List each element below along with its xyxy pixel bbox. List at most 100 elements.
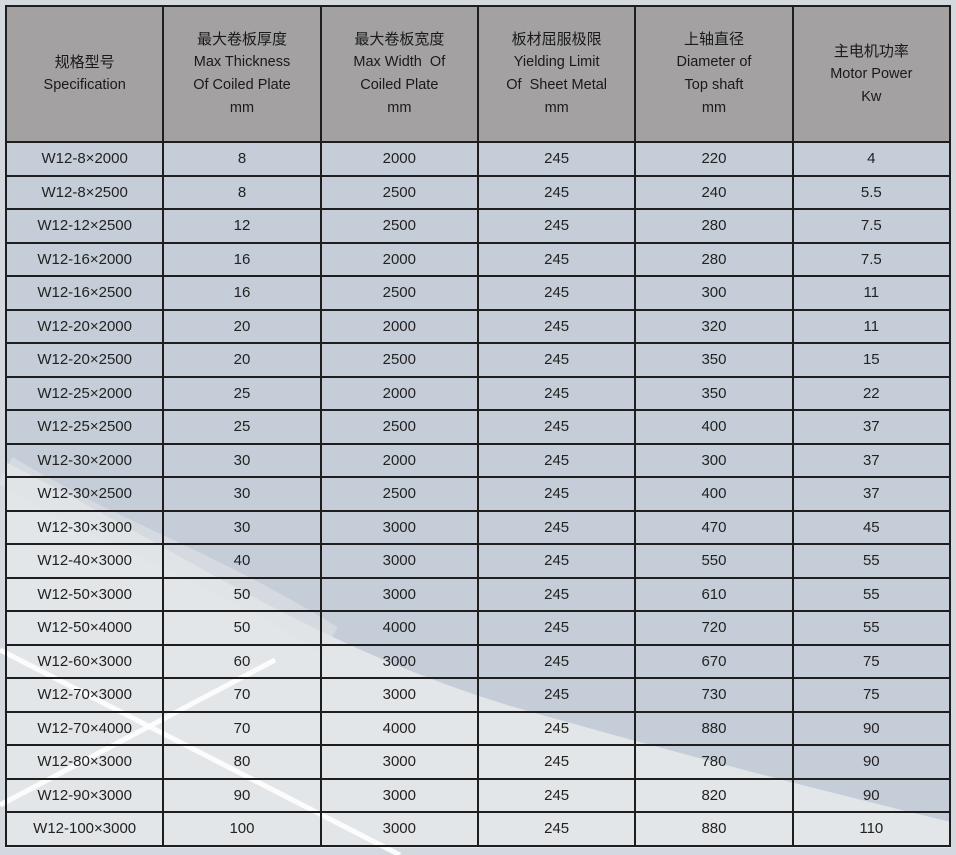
- column-header: 主电机功率 Motor Power Kw: [791, 5, 952, 143]
- header-en: Top shaft: [684, 77, 744, 93]
- table-cell: 245: [476, 777, 637, 813]
- table-cell: 880: [634, 811, 794, 847]
- header-en: Of Sheet Metal: [506, 77, 608, 93]
- table-row: W12-100×3000 100 3000 245 880 110: [4, 811, 952, 847]
- table-cell: W12-80×3000: [4, 744, 165, 780]
- table-cell: 245: [476, 275, 637, 311]
- table-cell: 70: [162, 710, 322, 746]
- table-cell: 245: [476, 610, 637, 646]
- table-cell: 240: [634, 174, 794, 210]
- table-row: W12-30×2000 30 2000 245 300 37: [4, 442, 952, 478]
- table-cell: 50: [162, 576, 322, 612]
- table-cell: 400: [634, 409, 794, 445]
- header-en: Specification: [43, 77, 126, 93]
- table-cell: 720: [634, 610, 794, 646]
- table-row: W12-16×2000 16 2000 245 280 7.5: [4, 241, 952, 277]
- table-cell: 22: [791, 375, 952, 411]
- table-cell: 245: [476, 141, 637, 177]
- table-cell: 37: [791, 409, 952, 445]
- table-row: W12-50×3000 50 3000 245 610 55: [4, 576, 952, 612]
- table-cell: 110: [791, 811, 952, 847]
- table-cell: 30: [162, 476, 322, 512]
- header-cn: 最大卷板宽度: [354, 31, 445, 48]
- header-en: Of Coiled Plate: [193, 77, 291, 93]
- table-cell: W12-50×4000: [4, 610, 165, 646]
- table-cell: 60: [162, 643, 322, 679]
- table-cell: 4: [791, 141, 952, 177]
- table-row: W12-70×3000 70 3000 245 730 75: [4, 677, 952, 713]
- table-cell: 80: [162, 744, 322, 780]
- table-cell: 245: [476, 442, 637, 478]
- table-cell: 90: [791, 777, 952, 813]
- table-cell: W12-25×2000: [4, 375, 165, 411]
- header-cn: 最大卷板厚度: [196, 31, 287, 48]
- table-cell: 2000: [319, 141, 479, 177]
- table-cell: 3000: [319, 509, 479, 545]
- table-cell: W12-100×3000: [4, 811, 165, 847]
- header-en: mm: [387, 100, 412, 116]
- table-row: W12-12×2500 12 2500 245 280 7.5: [4, 208, 952, 244]
- table-cell: 2000: [319, 442, 479, 478]
- table-cell: W12-30×3000: [4, 509, 165, 545]
- table-cell: 3000: [319, 543, 479, 579]
- table-cell: 90: [162, 777, 322, 813]
- table-row: W12-70×4000 70 4000 245 880 90: [4, 710, 952, 746]
- table-cell: 245: [476, 308, 637, 344]
- table-row: W12-25×2000 25 2000 245 350 22: [4, 375, 952, 411]
- table-cell: 11: [791, 275, 952, 311]
- table-cell: 280: [634, 208, 794, 244]
- table-cell: 245: [476, 643, 637, 679]
- table-cell: W12-30×2500: [4, 476, 165, 512]
- table-cell: 245: [476, 342, 637, 378]
- header-en: mm: [544, 100, 569, 116]
- table-cell: W12-8×2000: [4, 141, 165, 177]
- table-row: W12-8×2000 8 2000 245 220 4: [4, 141, 952, 177]
- table-cell: W12-70×4000: [4, 710, 165, 746]
- column-header: 最大卷板厚度 Max Thickness Of Coiled Plate mm: [162, 5, 322, 143]
- table-cell: 3000: [319, 777, 479, 813]
- table-cell: 70: [162, 677, 322, 713]
- table-cell: W12-40×3000: [4, 543, 165, 579]
- header-en: mm: [701, 100, 727, 116]
- table-cell: 37: [791, 476, 952, 512]
- header-cn: 主电机功率: [833, 42, 909, 60]
- table-cell: 2000: [319, 241, 479, 277]
- table-cell: 470: [634, 509, 794, 545]
- table-cell: 245: [476, 409, 637, 445]
- table-cell: 350: [634, 375, 794, 411]
- table-cell: 25: [162, 375, 322, 411]
- table-cell: 2500: [319, 476, 479, 512]
- table-cell: 245: [476, 811, 637, 847]
- table-cell: 3000: [319, 677, 479, 713]
- table-cell: 245: [476, 576, 637, 612]
- table-row: W12-16×2500 16 2500 245 300 11: [4, 275, 952, 311]
- table-cell: 245: [476, 375, 637, 411]
- table-cell: 50: [162, 610, 322, 646]
- header-en: mm: [229, 100, 255, 116]
- table-cell: 7.5: [791, 241, 952, 277]
- column-header: 最大卷板宽度 Max Width Of Coiled Plate mm: [319, 5, 479, 143]
- table-cell: 245: [476, 710, 637, 746]
- table-cell: 245: [476, 208, 637, 244]
- table-cell: W12-90×3000: [4, 777, 165, 813]
- table-cell: W12-70×3000: [4, 677, 165, 713]
- header-en: Kw: [861, 88, 882, 105]
- table-cell: 820: [634, 777, 794, 813]
- table-cell: 280: [634, 241, 794, 277]
- table-cell: 730: [634, 677, 794, 713]
- table-cell: W12-30×2000: [4, 442, 165, 478]
- header-en: Motor Power: [830, 65, 913, 82]
- table-cell: 3000: [319, 811, 479, 847]
- table-cell: 245: [476, 174, 637, 210]
- table-cell: W12-12×2500: [4, 208, 165, 244]
- table-row: W12-80×3000 80 3000 245 780 90: [4, 744, 952, 780]
- table-cell: 20: [162, 342, 322, 378]
- table-cell: 30: [162, 442, 322, 478]
- table-cell: 16: [162, 275, 322, 311]
- table-row: W12-40×3000 40 3000 245 550 55: [4, 543, 952, 579]
- table-cell: 780: [634, 744, 794, 780]
- table-cell: 30: [162, 509, 322, 545]
- table-cell: W12-16×2000: [4, 241, 165, 277]
- table-cell: 880: [634, 710, 794, 746]
- table-cell: 2500: [319, 342, 479, 378]
